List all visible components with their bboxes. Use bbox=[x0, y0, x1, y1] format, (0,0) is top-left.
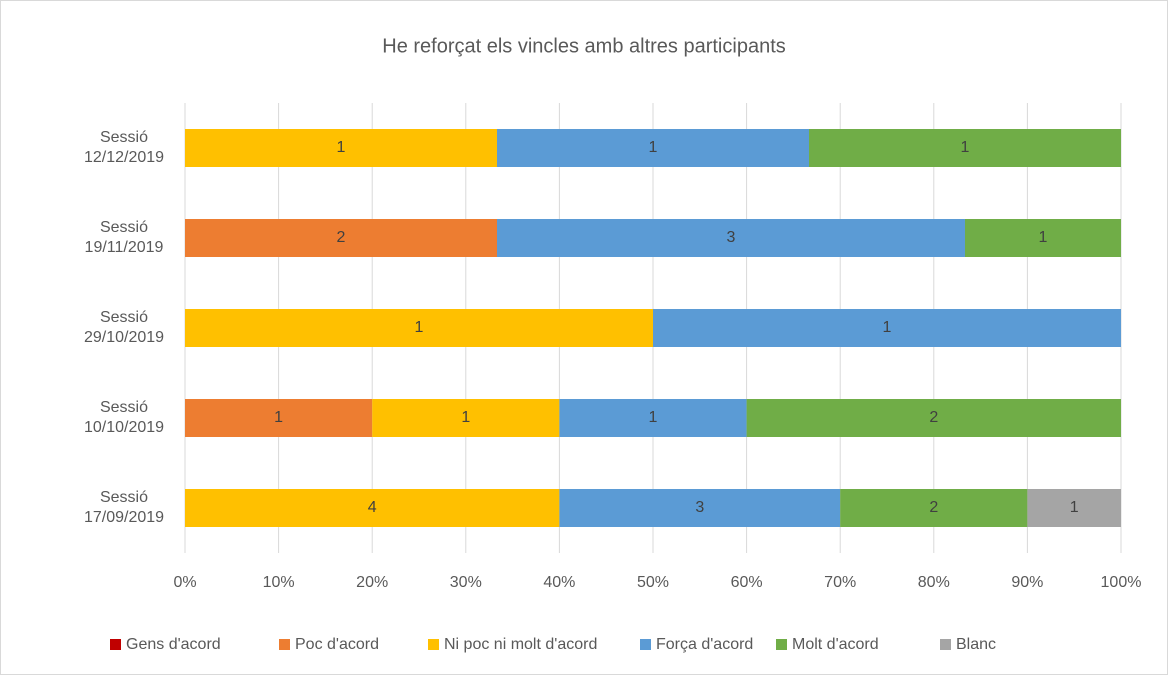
x-tick-label: 40% bbox=[543, 574, 575, 591]
legend-label: Gens d'acord bbox=[126, 636, 221, 653]
bar-segment bbox=[559, 489, 841, 527]
x-tick-label: 80% bbox=[918, 574, 950, 591]
x-tick-label: 50% bbox=[637, 574, 669, 591]
bar-segment bbox=[809, 129, 1121, 167]
legend-swatch bbox=[279, 639, 290, 650]
bar-segment bbox=[1027, 489, 1121, 527]
data-label: 1 bbox=[461, 409, 470, 426]
bar-segment bbox=[965, 219, 1121, 257]
legend-label: Poc d'acord bbox=[295, 636, 379, 653]
data-label: 1 bbox=[1039, 229, 1048, 246]
data-label: 3 bbox=[727, 229, 736, 246]
data-label: 1 bbox=[649, 409, 658, 426]
x-tick-label: 20% bbox=[356, 574, 388, 591]
legend-label: Ni poc ni molt d'acord bbox=[444, 636, 597, 653]
legend-swatch bbox=[940, 639, 951, 650]
bar-segment bbox=[653, 309, 1121, 347]
data-label: 1 bbox=[649, 139, 658, 156]
data-label: 1 bbox=[1070, 499, 1079, 516]
bar-segment bbox=[497, 129, 809, 167]
data-label: 1 bbox=[961, 139, 970, 156]
y-tick-label: Sessió 19/11/2019 bbox=[85, 219, 164, 256]
legend-label: Blanc bbox=[956, 636, 996, 653]
bar-segment bbox=[185, 399, 373, 437]
y-tick-label: Sessió 12/12/2019 bbox=[84, 129, 164, 166]
bar-segment bbox=[746, 399, 1121, 437]
legend-label: Molt d'acord bbox=[792, 636, 879, 653]
bar-segment bbox=[497, 219, 965, 257]
x-tick-label: 60% bbox=[731, 574, 763, 591]
data-label: 2 bbox=[929, 409, 938, 426]
legend-swatch bbox=[640, 639, 651, 650]
legend-label: Força d'acord bbox=[656, 636, 753, 653]
data-label: 2 bbox=[929, 499, 938, 516]
data-label: 4 bbox=[368, 499, 377, 516]
bar-segment bbox=[185, 219, 497, 257]
x-tick-label: 90% bbox=[1011, 574, 1043, 591]
y-tick-label: Sessió 29/10/2019 bbox=[84, 309, 164, 346]
bar-segment bbox=[840, 489, 1028, 527]
data-label: 2 bbox=[337, 229, 346, 246]
x-tick-label: 30% bbox=[450, 574, 482, 591]
legend-swatch bbox=[776, 639, 787, 650]
bar-segment bbox=[185, 309, 653, 347]
y-tick-label: Sessió 10/10/2019 bbox=[84, 399, 164, 436]
bar-segment bbox=[185, 129, 497, 167]
data-label: 1 bbox=[337, 139, 346, 156]
bar-segment bbox=[185, 489, 560, 527]
x-tick-label: 10% bbox=[263, 574, 295, 591]
data-label: 1 bbox=[415, 319, 424, 336]
chart-title: He reforçat els vincles amb altres parti… bbox=[382, 35, 786, 57]
x-tick-label: 100% bbox=[1101, 574, 1142, 591]
legend-swatch bbox=[428, 639, 439, 650]
legend-swatch bbox=[110, 639, 121, 650]
data-label: 1 bbox=[274, 409, 283, 426]
data-label: 1 bbox=[883, 319, 892, 336]
x-tick-label: 0% bbox=[173, 574, 196, 591]
x-tick-label: 70% bbox=[824, 574, 856, 591]
data-label: 3 bbox=[695, 499, 704, 516]
bar-segment bbox=[559, 399, 747, 437]
y-tick-label: Sessió 17/09/2019 bbox=[84, 489, 164, 526]
bar-segment bbox=[372, 399, 560, 437]
